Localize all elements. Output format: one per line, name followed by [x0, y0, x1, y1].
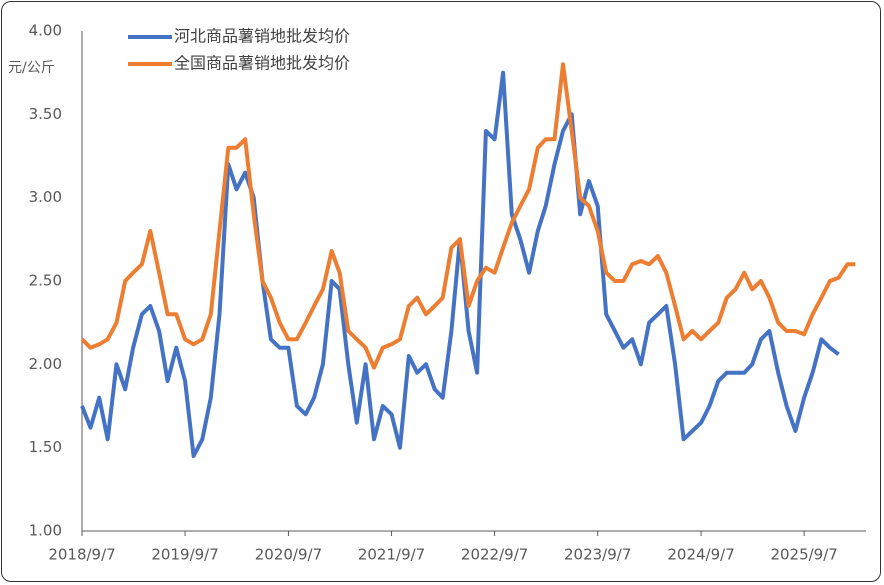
y-tick-label: 1.50 [29, 438, 62, 456]
y-tick-label: 2.50 [29, 272, 62, 290]
y-tick-label: 3.00 [29, 188, 62, 206]
y-tick-label: 4.00 [29, 22, 62, 40]
y-tick-label: 2.00 [29, 355, 62, 373]
legend-label: 全国商品薯销地批发均价 [174, 54, 350, 73]
x-tick-label: 2019/9/7 [151, 546, 218, 564]
y-unit: 元/公斤 [8, 60, 55, 76]
series-line [80, 62, 856, 370]
y-tick-label: 3.50 [29, 105, 62, 123]
x-tick-label: 2022/9/7 [461, 546, 528, 564]
x-tick-label: 2023/9/7 [564, 546, 631, 564]
series-line [80, 70, 840, 458]
x-tick-label: 2018/9/7 [48, 546, 115, 564]
y-tick-label: 1.00 [29, 522, 62, 540]
x-tick-label: 2024/9/7 [667, 546, 734, 564]
x-tick-label: 2025/9/7 [770, 546, 837, 564]
x-tick-label: 2020/9/7 [255, 546, 322, 564]
legend-label: 河北商品薯销地批发均价 [174, 27, 350, 46]
x-tick-label: 2021/9/7 [358, 546, 425, 564]
